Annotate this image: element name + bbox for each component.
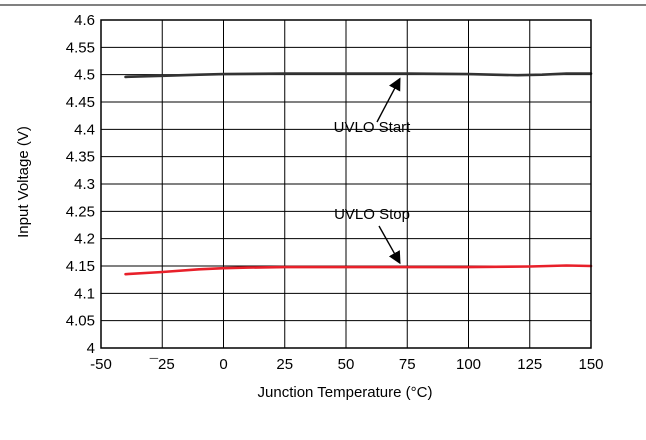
y-tick-label: 4.45 [66, 94, 95, 111]
y-tick-label: 4.2 [74, 231, 95, 248]
annotation-label: UVLO Start [334, 119, 412, 136]
x-tick-label: 50 [338, 356, 355, 373]
x-tick-label: 0 [219, 356, 227, 373]
y-tick-label: 4.3 [74, 176, 95, 193]
y-tick-label: 4.35 [66, 149, 95, 166]
x-axis-title: Junction Temperature (°C) [258, 384, 433, 401]
x-tick-labels: -50 ¯25 0 25 50 75 100 125 150 [90, 356, 603, 373]
y-axis-title: Input Voltage (V) [15, 126, 32, 238]
y-tick-label: 4.5 [74, 67, 95, 84]
y-tick-label: 4.4 [74, 121, 95, 138]
annotation-label: UVLO Stop [334, 206, 410, 223]
y-tick-label: 4.55 [66, 39, 95, 56]
x-tick-label: 100 [456, 356, 481, 373]
y-tick-label: 4.15 [66, 258, 95, 275]
annotation-arrow [378, 225, 401, 265]
y-tick-label: 4.1 [74, 285, 95, 302]
frame-layer [100, 19, 592, 349]
grid [100, 19, 592, 349]
y-tick-label: 4.25 [66, 203, 95, 220]
annotations: UVLO Start UVLO Stop [334, 77, 412, 265]
y-tick-label: 4.6 [74, 12, 95, 29]
x-tick-label: 25 [276, 356, 293, 373]
y-tick-labels: 4 4.05 4.1 4.15 4.2 4.25 4.3 4.35 4.4 4.45 4.5 4.55… [66, 12, 95, 357]
x-tick-label: ¯25 [149, 356, 175, 373]
x-tick-label: 125 [517, 356, 542, 373]
x-tick-label: 75 [399, 356, 416, 373]
annotation-arrow [376, 77, 401, 123]
plot-frame [100, 19, 592, 349]
x-tick-label: -50 [90, 356, 112, 373]
series-line-uvlo-start [124, 72, 593, 79]
x-tick-label: 150 [578, 356, 603, 373]
y-tick-label: 4.05 [66, 313, 95, 330]
series-line-uvlo-stop [124, 264, 593, 276]
series-layer [124, 72, 593, 276]
y-tick-label: 4 [87, 340, 95, 357]
